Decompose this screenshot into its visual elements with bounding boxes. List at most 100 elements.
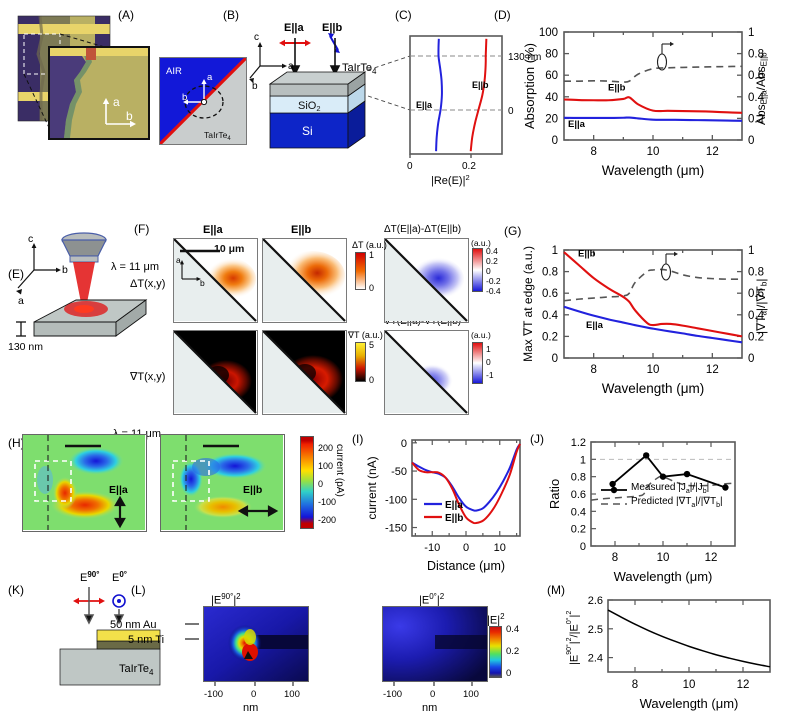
svg-text:b: b [62,264,68,276]
panel-e-tag: (E) [8,267,24,281]
svg-text:1.2: 1.2 [571,437,586,449]
panel-f-cbar-gradt [355,342,366,382]
panel-f-row1-label: ΔT(x,y) [130,278,166,290]
panel-f-cbar2-title: ∇T (a.u.) [348,330,383,340]
panel-f-cbar4-t2: -1 [486,370,494,380]
panel-e-sample-slab [33,299,148,337]
panel-f-cbar4-t1: 0 [486,357,491,367]
svg-text:Max ∇T at edge (a.u.): Max ∇T at edge (a.u.) [521,246,535,362]
svg-text:8: 8 [632,679,638,691]
panel-h-dashed-box-right [172,460,210,502]
panel-f-col3-title-row2: ∇T(E||a)-∇T(E||b) [384,316,462,327]
svg-text:0.6: 0.6 [748,288,764,300]
svg-text:8: 8 [590,146,596,158]
panel-a-axis-a-label: a [113,95,120,109]
panel-c-depth-130: 130 nm [508,52,541,63]
panel-f-col1-title: E||a [203,224,223,236]
svg-text:2.6: 2.6 [588,595,603,607]
svg-text:0: 0 [580,541,586,553]
svg-text:-150: -150 [385,523,407,535]
panel-h-map-eb: E||b [160,434,285,532]
panel-e-lambda: λ = 11 μm [111,261,159,273]
panel-b-stack: SiO2 Si [268,71,367,149]
panel-k-tag: (K) [8,583,24,597]
svg-text:-100: -100 [383,689,402,700]
svg-text:0.8: 0.8 [571,472,586,484]
svg-text:100: 100 [284,689,300,700]
svg-text:Wavelength (μm): Wavelength (μm) [614,569,713,584]
panel-b-tairte4-label: TaIrTe4 [342,62,377,77]
svg-text:a: a [288,61,294,72]
svg-text:E||a: E||a [586,320,604,331]
panel-h-map-ea: E||a [22,434,147,532]
svg-text:-50: -50 [391,466,407,478]
svg-text:E||b: E||b [578,248,596,259]
panel-h-dashed-box-left [34,460,72,502]
svg-text:b: b [200,278,205,288]
panel-l-colorbar [489,626,502,678]
panel-h-cbar-t2: 0 [318,479,324,489]
svg-text:0: 0 [748,353,754,365]
panel-f-cbar3-t3: -0.2 [486,276,501,286]
svg-text:Wavelength (μm): Wavelength (μm) [602,163,705,178]
svg-text:0.8: 0.8 [748,267,764,279]
svg-text:20: 20 [545,113,558,125]
panel-f-cbar1-title: ΔT (a.u.) [352,240,387,250]
svg-text:Wavelength (μm): Wavelength (μm) [640,696,739,711]
panel-d-plot: 8 10 12 0 20 40 60 80 100 0 0.2 0.4 0.6 0.8 1 Wavelengt… [522,27,769,178]
panel-a-material-label: TaIrTe4 [204,130,231,142]
svg-text:1: 1 [580,454,586,466]
svg-text:0: 0 [552,135,558,147]
panel-l-xaxis-left: -100 0 100 [204,682,300,700]
panel-e-thickness-label: 130 nm [8,341,43,353]
panel-l-title-left: |E90°|2 [211,592,241,607]
panel-h-tag: (H) [8,436,25,450]
svg-text:0.4: 0.4 [748,310,765,322]
panel-b-axes [249,44,284,79]
panel-e-objective-lens [61,232,107,263]
svg-text:Absorption (%): Absorption (%) [522,43,537,129]
panel-h-pol-label-left: E||a [109,484,128,496]
svg-text:2.5: 2.5 [588,624,603,636]
svg-text:40: 40 [545,92,558,104]
panel-f-map-gradt-a [173,330,258,415]
svg-text:b: b [252,81,258,92]
svg-text:10: 10 [657,552,670,564]
panel-f-cbar2-tick-0: 0 [369,375,375,385]
panel-l-cbar-t2: 0 [506,668,512,679]
panel-c-depth-0: 0 [508,106,514,117]
panel-f-tag: (F) [134,222,150,236]
svg-text:12: 12 [737,679,750,691]
panel-b-sio2-label: SiO2 [298,100,321,113]
svg-text:0.2: 0.2 [542,331,558,343]
svg-text:-100: -100 [204,689,223,700]
panel-j-tag: (J) [530,432,544,446]
svg-text:0: 0 [463,542,469,554]
panel-l-xlabel-right: nm [422,702,438,714]
panel-l-cbar-t1: 0.2 [506,646,520,657]
panel-k-e0-label: E0° [112,570,127,584]
panel-f-cbar-diff-dt [472,248,483,292]
panel-f-cbar3-t1: 0.2 [486,256,498,266]
panel-l-map-e90 [203,606,309,682]
panel-l-xaxis-right: -100 0 100 [383,682,479,700]
panel-f-col3-title-row1: ΔT(E||a)-ΔT(E||b) [384,224,462,235]
svg-text:E||a: E||a [568,119,586,130]
svg-text:60: 60 [545,70,558,82]
svg-text:0: 0 [251,689,256,700]
svg-text:12: 12 [706,146,719,158]
panel-f-cbar4-t0: 1 [486,344,491,354]
svg-text:100: 100 [539,27,558,39]
panel-f-row2-label: ∇T(x,y) [130,371,166,383]
svg-text:E||b: E||b [608,82,626,93]
panel-f-map-dt-b [262,238,347,323]
panel-f-map-gradt-b [262,330,347,415]
panel-b-tag: (B) [223,8,239,22]
panel-b-schematic: E||a E||b c a b [249,18,380,163]
panel-c-xtick-0: 0 [407,161,413,172]
panel-b-pol-a-label: E||a [284,22,304,34]
panel-l-xlabel-left: nm [243,702,259,714]
svg-text:1: 1 [552,245,558,257]
svg-text:Ratio: Ratio [547,479,562,509]
svg-text:0.4: 0.4 [748,92,765,104]
